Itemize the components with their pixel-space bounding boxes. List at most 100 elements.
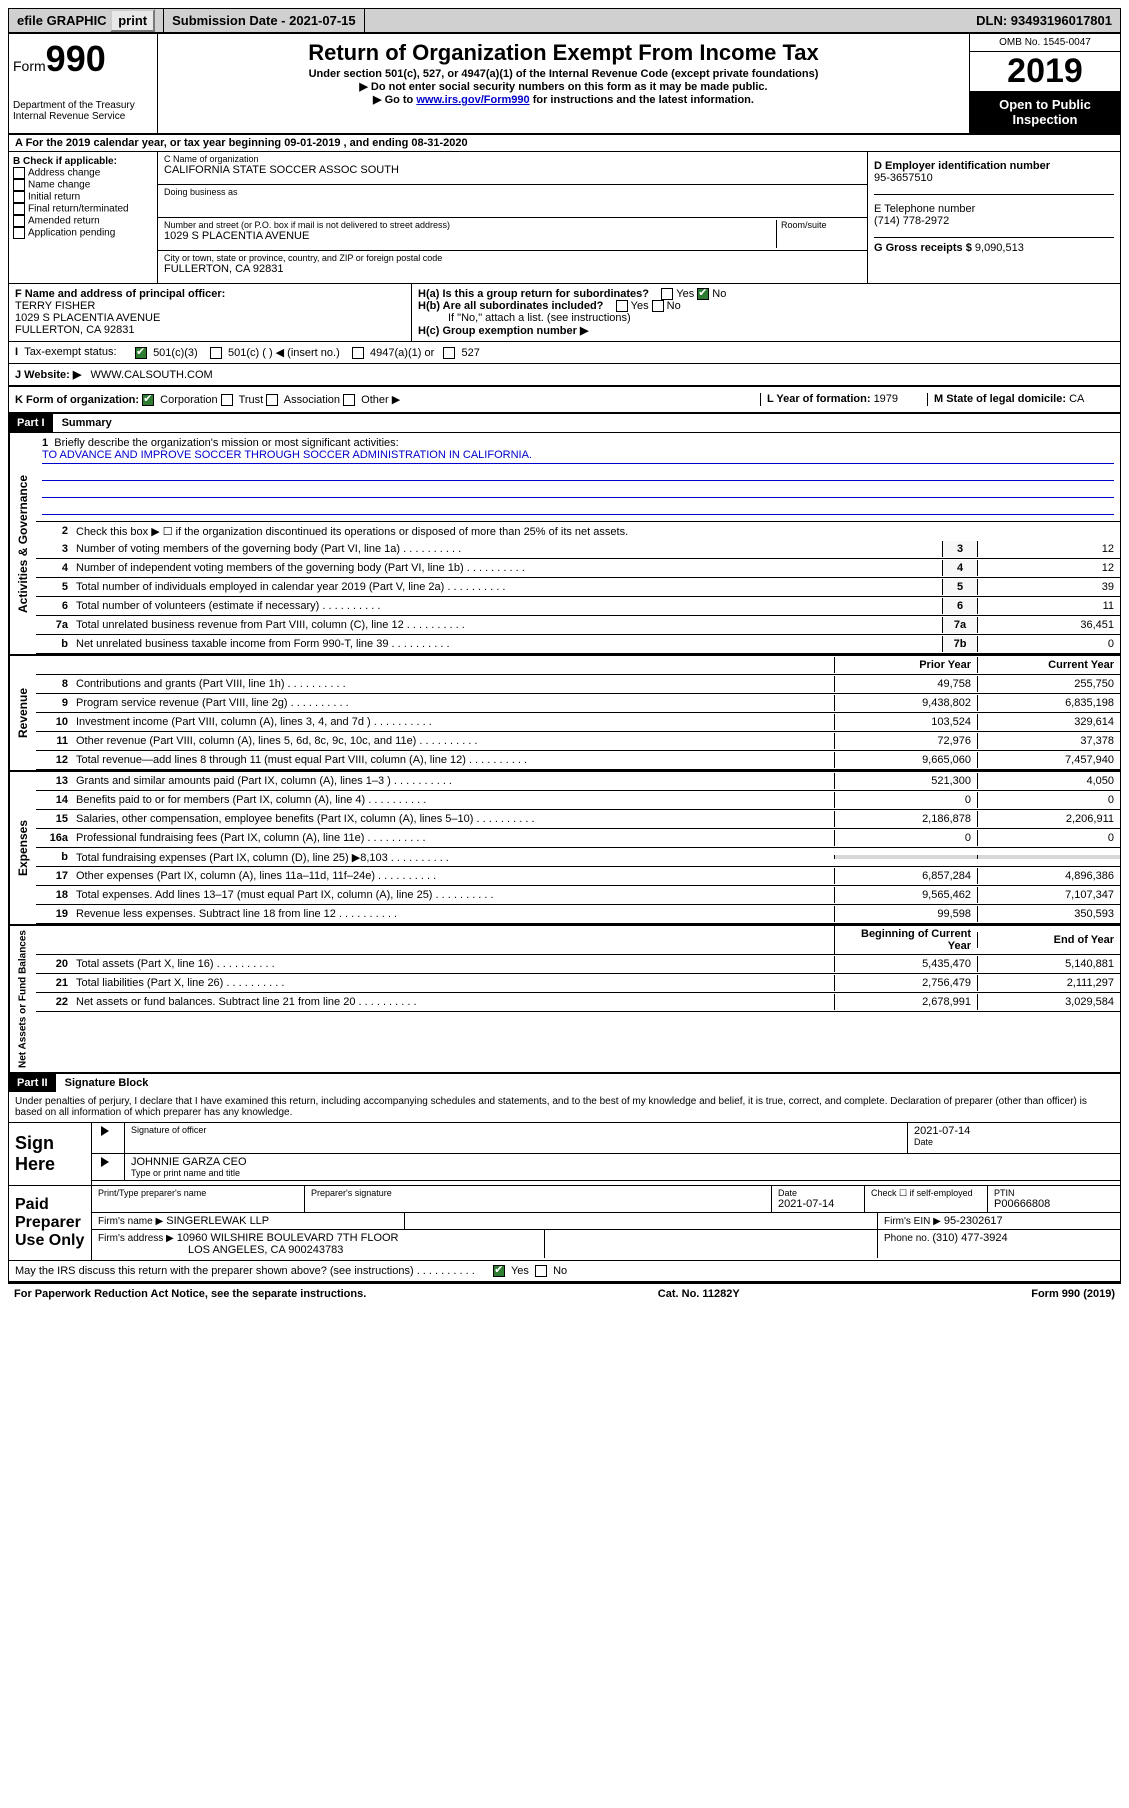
line2-desc: Check this box ▶ ☐ if the organization d… <box>72 523 1120 540</box>
dba-label: Doing business as <box>164 187 861 197</box>
table-row: 22Net assets or fund balances. Subtract … <box>36 993 1120 1012</box>
room-label: Room/suite <box>781 220 861 230</box>
officer-name: TERRY FISHER <box>15 300 405 312</box>
website-value: WWW.CALSOUTH.COM <box>91 369 213 381</box>
city-label: City or town, state or province, country… <box>164 253 861 263</box>
sign-here-row: Sign Here Signature of officer 2021-07-1… <box>9 1122 1120 1185</box>
arrow-icon <box>101 1126 109 1136</box>
check-b-section: B Check if applicable: Address change Na… <box>9 152 158 283</box>
cb-discuss-no[interactable] <box>535 1265 547 1277</box>
part1-header: Part I <box>9 414 53 432</box>
table-row: 3Number of voting members of the governi… <box>36 540 1120 559</box>
note-ssn: ▶ Do not enter social security numbers o… <box>168 80 959 93</box>
officer-name-typed: JOHNNIE GARZA CEO <box>131 1156 1114 1168</box>
form-container: Form990 Department of the Treasury Inter… <box>8 33 1121 1284</box>
website-row: J Website: ▶ WWW.CALSOUTH.COM <box>9 364 1120 387</box>
table-row: 9Program service revenue (Part VIII, lin… <box>36 694 1120 713</box>
vlabel-expenses: Expenses <box>9 772 36 924</box>
cb-initial-return[interactable] <box>13 191 25 203</box>
revenue-section: Revenue Prior YearCurrent Year 8Contribu… <box>9 656 1120 772</box>
table-row: 15Salaries, other compensation, employee… <box>36 810 1120 829</box>
officer-addr2: FULLERTON, CA 92831 <box>15 324 405 336</box>
paid-preparer-label: Paid Preparer Use Only <box>9 1186 92 1260</box>
submission-date: Submission Date - 2021-07-15 <box>164 9 365 32</box>
firm-name: SINGERLEWAK LLP <box>166 1215 269 1227</box>
table-row: 6Total number of volunteers (estimate if… <box>36 597 1120 616</box>
footer-row: For Paperwork Reduction Act Notice, see … <box>8 1284 1121 1304</box>
cb-discuss-yes[interactable] <box>493 1265 505 1277</box>
cb-ha-yes[interactable] <box>661 288 673 300</box>
cb-527[interactable] <box>443 347 455 359</box>
vlabel-balances: Net Assets or Fund Balances <box>9 926 36 1072</box>
table-row: 12Total revenue—add lines 8 through 11 (… <box>36 751 1120 770</box>
cb-hb-yes[interactable] <box>616 300 628 312</box>
part1-title: Summary <box>56 417 112 429</box>
irs-discuss-row: May the IRS discuss this return with the… <box>9 1261 1120 1283</box>
firm-ein: 95-2302617 <box>944 1215 1003 1227</box>
cb-assoc[interactable] <box>266 394 278 406</box>
part2-header: Part II <box>9 1074 56 1092</box>
city-value: FULLERTON, CA 92831 <box>164 263 861 275</box>
officer-addr1: 1029 S PLACENTIA AVENUE <box>15 312 405 324</box>
street-value: 1029 S PLACENTIA AVENUE <box>164 230 776 242</box>
cb-trust[interactable] <box>221 394 233 406</box>
year-formation: 1979 <box>874 393 898 405</box>
cb-501c3[interactable] <box>135 347 147 359</box>
cb-final-return[interactable] <box>13 203 25 215</box>
governance-section: Activities & Governance 1 Briefly descri… <box>9 433 1120 656</box>
balances-section: Net Assets or Fund Balances Beginning of… <box>9 926 1120 1074</box>
part2-header-row: Part II Signature Block <box>9 1074 1120 1092</box>
table-row: 19Revenue less expenses. Subtract line 1… <box>36 905 1120 924</box>
f-section: F Name and address of principal officer:… <box>9 284 412 341</box>
dept-treasury: Department of the Treasury Internal Reve… <box>13 100 153 122</box>
vlabel-revenue: Revenue <box>9 656 36 770</box>
firm-addr1: 10960 WILSHIRE BOULEVARD 7TH FLOOR <box>177 1232 399 1244</box>
tel-value: (714) 778-2972 <box>874 215 1114 227</box>
table-row: 20Total assets (Part X, line 16)5,435,47… <box>36 955 1120 974</box>
tax-year: 2019 <box>970 52 1120 91</box>
tax-status-row: I Tax-exempt status: 501(c)(3) 501(c) ( … <box>9 342 1120 364</box>
table-row: 10Investment income (Part VIII, column (… <box>36 713 1120 732</box>
gross-value: 9,090,513 <box>975 242 1024 254</box>
table-row: 16aProfessional fundraising fees (Part I… <box>36 829 1120 848</box>
cb-ha-no[interactable] <box>697 288 709 300</box>
ptin-value: P00666808 <box>994 1198 1114 1210</box>
cb-address-change[interactable] <box>13 167 25 179</box>
table-row: 18Total expenses. Add lines 13–17 (must … <box>36 886 1120 905</box>
perjury-text: Under penalties of perjury, I declare th… <box>9 1092 1120 1122</box>
expenses-section: Expenses 13Grants and similar amounts pa… <box>9 772 1120 926</box>
irs-link[interactable]: www.irs.gov/Form990 <box>416 94 529 106</box>
dln: DLN: 93493196017801 <box>968 9 1120 32</box>
hb-note: If "No," attach a list. (see instruction… <box>418 312 1114 324</box>
table-row: 17Other expenses (Part IX, column (A), l… <box>36 867 1120 886</box>
footer-right: Form 990 (2019) <box>1031 1288 1115 1300</box>
cb-hb-no[interactable] <box>652 300 664 312</box>
efile-label: efile GRAPHIC print <box>9 9 164 32</box>
cb-app-pending[interactable] <box>13 227 25 239</box>
table-row: 13Grants and similar amounts paid (Part … <box>36 772 1120 791</box>
note-link: ▶ Go to www.irs.gov/Form990 for instruct… <box>168 93 959 106</box>
table-row: 7aTotal unrelated business revenue from … <box>36 616 1120 635</box>
top-bar: efile GRAPHIC print Submission Date - 20… <box>8 8 1121 33</box>
footer-left: For Paperwork Reduction Act Notice, see … <box>14 1288 366 1300</box>
officer-row: F Name and address of principal officer:… <box>9 284 1120 342</box>
h-section: H(a) Is this a group return for subordin… <box>412 284 1120 341</box>
header-center: Return of Organization Exempt From Incom… <box>158 34 969 133</box>
cb-corp[interactable] <box>142 394 154 406</box>
cb-other[interactable] <box>343 394 355 406</box>
entity-row: B Check if applicable: Address change Na… <box>9 152 1120 284</box>
row-a-period: A For the 2019 calendar year, or tax yea… <box>9 135 1120 152</box>
org-name: CALIFORNIA STATE SOCCER ASSOC SOUTH <box>164 164 861 176</box>
vlabel-governance: Activities & Governance <box>9 433 36 654</box>
paid-preparer-row: Paid Preparer Use Only Print/Type prepar… <box>9 1185 1120 1261</box>
header-left: Form990 Department of the Treasury Inter… <box>9 34 158 133</box>
current-year-header: Current Year <box>977 657 1120 673</box>
cb-amended[interactable] <box>13 215 25 227</box>
cb-name-change[interactable] <box>13 179 25 191</box>
sig-date: 2021-07-14 <box>914 1125 1114 1137</box>
prep-date: 2021-07-14 <box>778 1198 858 1210</box>
org-name-label: C Name of organization <box>164 154 861 164</box>
cb-501c[interactable] <box>210 347 222 359</box>
cb-4947[interactable] <box>352 347 364 359</box>
print-button[interactable]: print <box>110 9 155 32</box>
